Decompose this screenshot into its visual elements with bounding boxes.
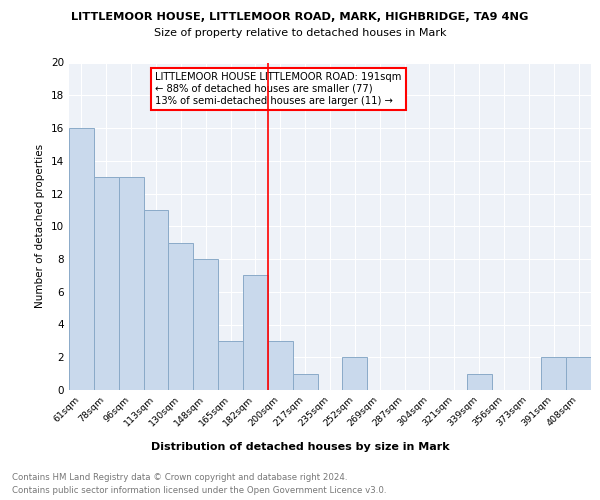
Bar bbox=[343, 357, 367, 390]
Bar bbox=[268, 341, 293, 390]
Bar bbox=[119, 177, 143, 390]
Text: Contains HM Land Registry data © Crown copyright and database right 2024.: Contains HM Land Registry data © Crown c… bbox=[12, 472, 347, 482]
Text: LITTLEMOOR HOUSE LITTLEMOOR ROAD: 191sqm
← 88% of detached houses are smaller (7: LITTLEMOOR HOUSE LITTLEMOOR ROAD: 191sqm… bbox=[155, 72, 401, 106]
Text: Distribution of detached houses by size in Mark: Distribution of detached houses by size … bbox=[151, 442, 449, 452]
Text: Contains public sector information licensed under the Open Government Licence v3: Contains public sector information licen… bbox=[12, 486, 386, 495]
Bar bbox=[193, 259, 218, 390]
Bar bbox=[541, 357, 566, 390]
Bar bbox=[169, 242, 193, 390]
Bar bbox=[243, 276, 268, 390]
Bar bbox=[566, 357, 591, 390]
Bar bbox=[69, 128, 94, 390]
Text: LITTLEMOOR HOUSE, LITTLEMOOR ROAD, MARK, HIGHBRIDGE, TA9 4NG: LITTLEMOOR HOUSE, LITTLEMOOR ROAD, MARK,… bbox=[71, 12, 529, 22]
Bar bbox=[218, 341, 243, 390]
Y-axis label: Number of detached properties: Number of detached properties bbox=[35, 144, 46, 308]
Text: Size of property relative to detached houses in Mark: Size of property relative to detached ho… bbox=[154, 28, 446, 38]
Bar bbox=[94, 177, 119, 390]
Bar bbox=[143, 210, 169, 390]
Bar bbox=[293, 374, 317, 390]
Bar bbox=[467, 374, 491, 390]
